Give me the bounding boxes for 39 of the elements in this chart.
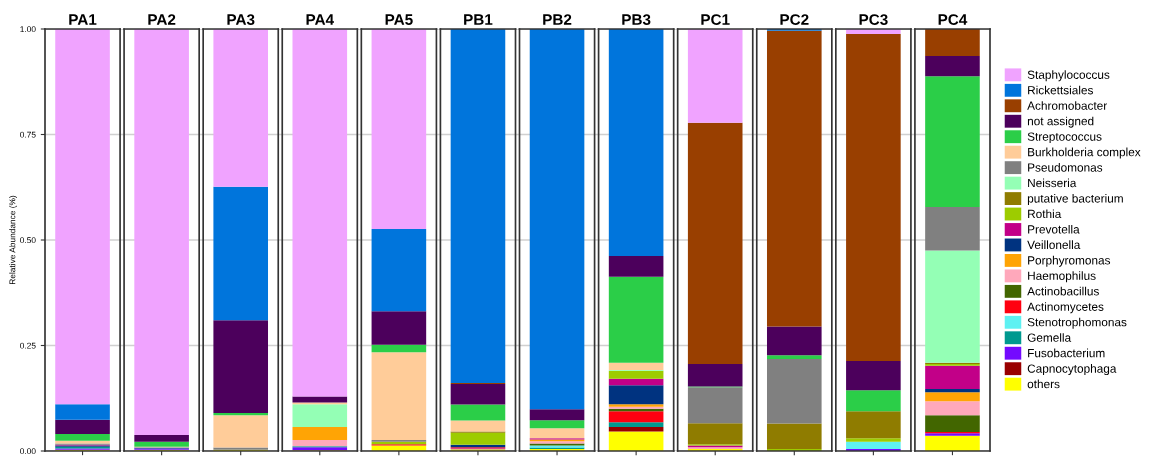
x-tick-label: PA1 <box>69 14 97 25</box>
x-tick-label: PA5 <box>385 14 413 25</box>
legend-label: Porphyromonas <box>1028 255 1111 267</box>
legend-label: putative bacterium <box>1027 193 1123 205</box>
legend-label: Actinobacillus <box>1027 286 1099 296</box>
x-tick-label: PB3 <box>622 14 651 26</box>
legend-label: Stenotrophomonas <box>1027 317 1127 329</box>
legend-label: Prevotella <box>1028 224 1080 234</box>
y-tick-label: 0.25 <box>20 342 36 349</box>
y-tick-label: 0.75 <box>20 131 36 138</box>
y-tick-label: 1.00 <box>20 26 36 33</box>
legend-label: Neisseria <box>1028 178 1077 188</box>
x-tick-label: PB2 <box>543 14 572 25</box>
y-tick-label: 0.50 <box>20 237 36 244</box>
legend-label: Capnocytophaga <box>1027 364 1117 376</box>
x-tick-label: PC4 <box>938 14 968 25</box>
x-tick-label: PA4 <box>306 14 335 25</box>
x-tick-label: PC3 <box>859 14 888 26</box>
legend-label: not assigned <box>1027 116 1094 128</box>
x-tick-label: PC1 <box>701 14 730 25</box>
legend-label: Fusobacterium <box>1028 348 1105 358</box>
y-tick-label: 0.00 <box>20 448 36 455</box>
legend-label: Burkholderia complex <box>1028 147 1141 159</box>
x-tick-label: PA3 <box>227 14 255 26</box>
legend-label: Achromobacter <box>1027 101 1108 110</box>
legend-label: Veillonella <box>1027 240 1081 250</box>
x-tick-label: PC2 <box>780 14 809 25</box>
x-tick-label: PA2 <box>148 14 176 25</box>
x-tick-label: PB1 <box>464 14 493 25</box>
legend-label: Staphylococcus <box>1027 70 1110 82</box>
legend-label: Rothia <box>1028 209 1062 219</box>
legend-label: Gemella <box>1027 333 1072 342</box>
legend-label: Haemophilus <box>1028 271 1096 283</box>
legend-label: Streptococcus <box>1027 132 1102 144</box>
legend-label: Pseudomonas <box>1028 163 1103 172</box>
legend-label: Actinomycetes <box>1027 302 1104 314</box>
y-axis-title: Relative Abundance (%) <box>9 195 17 285</box>
legend-label: Rickettsiales <box>1028 85 1093 95</box>
legend-label: others <box>1027 379 1060 389</box>
